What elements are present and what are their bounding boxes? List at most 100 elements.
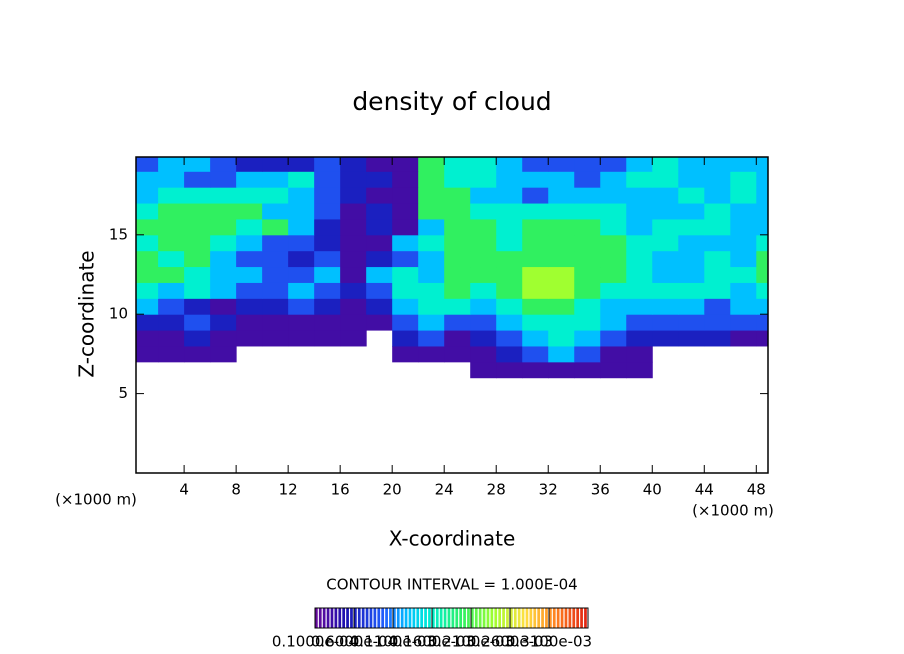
- cell: [626, 203, 653, 220]
- cell: [470, 203, 497, 220]
- cell: [496, 187, 523, 204]
- colorbar-swatch: [506, 608, 509, 628]
- cell: [184, 298, 211, 315]
- cell: [730, 218, 757, 236]
- cell: [366, 234, 393, 252]
- cell: [340, 250, 367, 268]
- cell: [158, 187, 185, 204]
- cell: [678, 157, 705, 172]
- colorbar-swatch: [537, 608, 541, 628]
- colorbar-swatch: [342, 608, 346, 628]
- cell: [496, 266, 523, 283]
- cell: [496, 234, 523, 252]
- cell: [210, 298, 237, 315]
- cell: [756, 171, 768, 188]
- cell: [678, 234, 705, 252]
- cell: [236, 266, 263, 283]
- cell: [756, 203, 768, 220]
- cell: [522, 266, 549, 283]
- cell: [366, 250, 393, 268]
- cell: [184, 282, 211, 299]
- cell: [236, 203, 263, 220]
- cell: [262, 218, 289, 236]
- colorbar-swatch: [556, 608, 560, 628]
- cell: [288, 218, 315, 236]
- cell: [730, 171, 757, 188]
- colorbar-swatch: [365, 608, 369, 628]
- cell: [600, 298, 627, 315]
- cell: [158, 234, 185, 252]
- colorbar-swatch: [572, 608, 576, 628]
- colorbar-swatch: [529, 608, 533, 628]
- cell: [340, 234, 367, 252]
- cell: [158, 250, 185, 268]
- cell: [392, 282, 419, 299]
- cell: [136, 203, 159, 220]
- y-axis-label: Z-coordinate: [75, 250, 99, 377]
- cell: [288, 171, 315, 188]
- cell: [704, 298, 731, 315]
- cell: [522, 361, 549, 379]
- cell: [392, 314, 419, 331]
- cell: [496, 345, 523, 363]
- cell: [600, 187, 627, 204]
- colorbar-swatch: [494, 608, 498, 628]
- cell: [600, 314, 627, 331]
- cell: [210, 266, 237, 283]
- cell: [470, 361, 497, 379]
- cell: [496, 157, 523, 172]
- colorbar-swatch: [533, 608, 537, 628]
- colorbar-swatch: [404, 608, 408, 628]
- colorbar-swatch: [502, 608, 505, 628]
- cell: [704, 314, 731, 331]
- cell: [288, 203, 315, 220]
- cell: [158, 203, 185, 220]
- cell: [340, 157, 367, 172]
- cell: [574, 361, 601, 379]
- cell: [548, 361, 575, 379]
- colorbar-swatch: [315, 608, 318, 628]
- cell: [314, 187, 341, 204]
- colorbar-swatch: [377, 608, 381, 628]
- y-tick-label: 10: [109, 305, 128, 323]
- cell: [574, 171, 601, 188]
- cell: [418, 187, 445, 204]
- cell: [288, 234, 315, 252]
- cell: [444, 157, 471, 172]
- cell: [236, 314, 263, 331]
- y-unit: (×1000 m): [55, 491, 137, 509]
- cell: [652, 157, 679, 172]
- cell: [392, 298, 419, 315]
- cell: [730, 266, 757, 283]
- cell: [314, 218, 341, 236]
- colorbar-swatch: [478, 608, 482, 628]
- cell: [548, 314, 575, 331]
- cell: [470, 314, 497, 331]
- colorbar-swatch: [471, 608, 474, 628]
- cell: [262, 171, 289, 188]
- colorbar-swatch: [576, 608, 580, 628]
- heatmap: [136, 157, 768, 379]
- colorbar-swatch: [412, 608, 416, 628]
- cell: [600, 171, 627, 188]
- cell: [210, 345, 237, 363]
- colorbar-swatch: [545, 608, 548, 628]
- cell: [756, 298, 768, 315]
- cell: [574, 250, 601, 268]
- colorbar-swatch: [451, 608, 455, 628]
- x-tick-label: 8: [231, 481, 241, 499]
- cell: [184, 187, 211, 204]
- cell: [418, 157, 445, 172]
- cell: [392, 218, 419, 236]
- cell: [444, 234, 471, 252]
- cell: [314, 171, 341, 188]
- cell: [444, 266, 471, 283]
- cell: [470, 234, 497, 252]
- colorbar-swatch: [525, 608, 529, 628]
- cell: [548, 234, 575, 252]
- cell: [314, 314, 341, 331]
- cell: [184, 345, 211, 363]
- cell: [392, 330, 419, 347]
- cell: [470, 282, 497, 299]
- cell: [470, 187, 497, 204]
